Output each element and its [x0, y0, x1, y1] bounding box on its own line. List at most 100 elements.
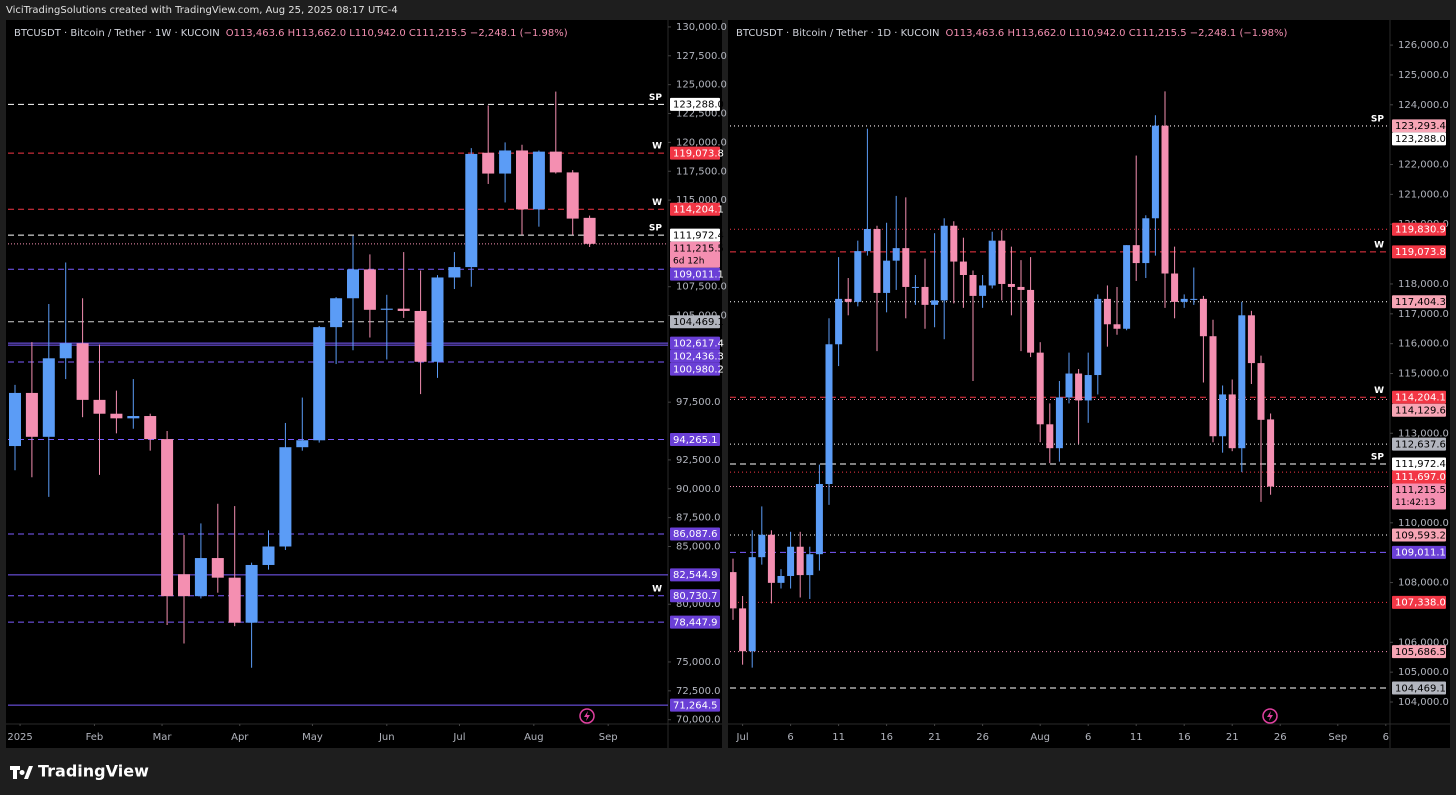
- candle-body: [1036, 352, 1044, 425]
- level-label-box: [670, 202, 720, 216]
- last-price-label: 111,215.5: [1395, 485, 1446, 496]
- candle-body: [950, 225, 958, 262]
- candle-body: [1123, 245, 1131, 329]
- y-tick-label: 80,000.0: [676, 599, 721, 610]
- x-tick-label: Jul: [736, 732, 749, 743]
- y-tick-label: 106,000.0: [1398, 637, 1449, 648]
- level-label-box: [1392, 222, 1446, 236]
- y-tick-label: 121,000.0: [1398, 189, 1449, 200]
- candle-body: [902, 248, 910, 287]
- level-label: 114,129.6: [1395, 406, 1446, 417]
- level-label: 119,073.8: [1395, 247, 1446, 258]
- x-tick-label: Jun: [378, 732, 395, 743]
- candle-body: [1238, 315, 1246, 449]
- candle-body: [1219, 394, 1227, 437]
- level-label: 109,011.1: [1395, 548, 1446, 559]
- candle-body: [59, 343, 72, 359]
- plot: [8, 91, 668, 706]
- candle-body: [1084, 375, 1092, 401]
- x-tick-label: 6: [1085, 732, 1091, 743]
- candle-body: [911, 286, 919, 288]
- candle-body: [739, 608, 747, 652]
- level-label: 123,288.0: [1395, 134, 1446, 145]
- candle-body: [313, 327, 326, 441]
- y-tick-label: 107,500.0: [676, 282, 727, 293]
- candle-body: [161, 439, 174, 597]
- ohlc: O113,463.6 H113,662.0 L110,942.0 C111,21…: [946, 28, 1288, 39]
- candle-body: [583, 217, 596, 244]
- countdown: 11:42:13: [1395, 498, 1435, 508]
- level-tag: W: [1374, 386, 1384, 396]
- candle-body: [9, 392, 21, 447]
- candle-body: [1171, 273, 1179, 302]
- x-tick-label: Apr: [231, 732, 249, 743]
- y-tick-label: 118,000.0: [1398, 279, 1449, 290]
- candle-body: [979, 285, 987, 296]
- x-tick-label: 16: [880, 732, 893, 743]
- candle-body: [532, 151, 545, 210]
- candle-body: [758, 534, 766, 558]
- candle-body: [482, 152, 495, 174]
- level-label: 109,593.2: [1395, 530, 1446, 541]
- candle-body: [194, 558, 207, 597]
- candle-body: [940, 225, 948, 301]
- candle-body: [883, 260, 891, 293]
- level-label: 104,469.1: [673, 317, 724, 328]
- candle-body: [363, 269, 376, 310]
- candle-body: [448, 267, 461, 278]
- candle-body: [815, 484, 823, 555]
- candle-body: [988, 240, 996, 286]
- level-label: 112,637.6: [1395, 439, 1446, 450]
- x-tick-label: 2025: [7, 732, 32, 743]
- candle-body: [1132, 245, 1140, 264]
- y-tick-label: 85,000.0: [676, 542, 721, 553]
- level-label: 109,011.1: [673, 269, 724, 280]
- x-tick-label: 11: [1130, 732, 1143, 743]
- level-tag: SP: [1371, 452, 1384, 462]
- y-tick-label: 125,000.0: [1398, 70, 1449, 81]
- candle-body: [825, 344, 833, 485]
- candle-body: [1027, 289, 1035, 353]
- candle-body: [1161, 125, 1169, 274]
- symbol: BTCUSDT · Bitcoin / Tether · 1D · KUCOIN: [736, 28, 940, 39]
- lightning-icon: [1262, 708, 1278, 724]
- candle-body: [1142, 218, 1150, 264]
- candle-body: [1267, 419, 1275, 487]
- level-label: 107,338.0: [1395, 598, 1446, 609]
- candle-body: [431, 277, 444, 362]
- level-label: 94,265.1: [673, 435, 718, 446]
- candle-body: [931, 300, 939, 305]
- level-label: 114,204.1: [1395, 393, 1446, 404]
- level-label: 104,469.1: [1395, 683, 1446, 694]
- candle-body: [262, 546, 275, 565]
- x-tick-label: Aug: [524, 732, 544, 743]
- candle-body: [1065, 373, 1073, 398]
- candle-body: [1007, 283, 1015, 287]
- level-label-box: [1392, 403, 1446, 417]
- candle-body: [921, 286, 929, 305]
- x-tick-label: 16: [1178, 732, 1191, 743]
- level-label: 119,830.9: [1395, 225, 1446, 236]
- candle-body: [347, 269, 359, 299]
- level-label: 80,730.7: [673, 591, 718, 602]
- level-label: 105,686.5: [1395, 647, 1446, 658]
- x-tick-label: 26: [1274, 732, 1287, 743]
- candle-body: [1151, 125, 1159, 219]
- y-tick-label: 75,000.0: [676, 657, 721, 668]
- lightning-icon: [579, 708, 595, 724]
- candle-body: [42, 358, 55, 437]
- candle-body: [835, 298, 843, 345]
- last-price-label: 111,215.5: [673, 243, 724, 254]
- x-tick-label: Mar: [153, 732, 173, 743]
- plot: [730, 91, 1390, 689]
- candle-body: [1094, 298, 1102, 376]
- level-label-box: [670, 527, 720, 541]
- symbol: BTCUSDT · Bitcoin / Tether · 1W · KUCOIN: [14, 28, 220, 39]
- candle-body: [211, 558, 224, 578]
- x-tick-label: 21: [928, 732, 941, 743]
- y-tick-label: 115,000.0: [1398, 369, 1449, 380]
- level-label-box: [1392, 545, 1446, 559]
- candle-body: [1209, 336, 1217, 437]
- candle-body: [1055, 397, 1063, 449]
